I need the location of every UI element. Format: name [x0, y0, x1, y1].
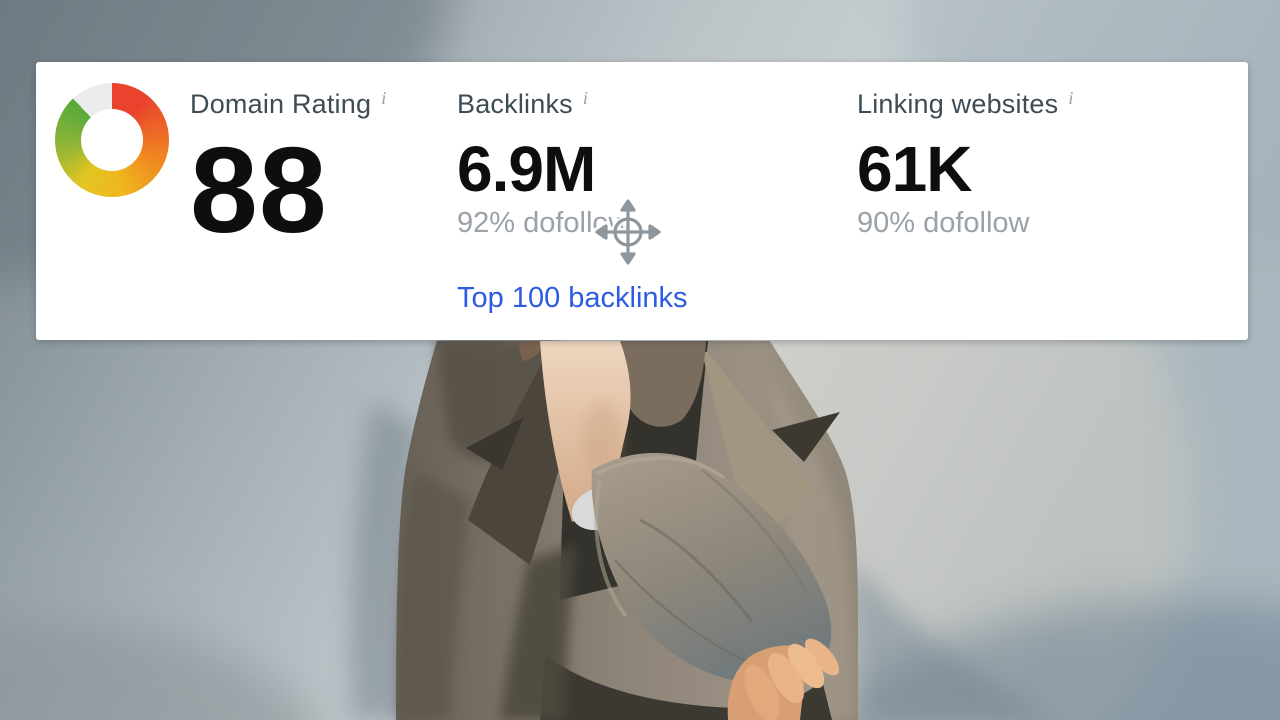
linking-websites-value: 61K [857, 133, 972, 206]
linking-websites-label: Linking websites i [857, 88, 1074, 119]
metrics-card: Domain Rating i 88 Backlinks i 6.9M 92% do… [36, 62, 1248, 340]
info-i-icon[interactable]: i [582, 88, 589, 108]
top-100-backlinks-link[interactable]: Top 100 backlinks [457, 282, 688, 315]
metric-backlinks: Backlinks i 6.9M 92% dofollow Top 100 bac… [457, 62, 688, 316]
chin [518, 341, 544, 361]
backlinks-dofollow: 92% dofollow [457, 207, 630, 240]
linking-websites-dofollow: 90% dofollow [857, 207, 1030, 240]
info-i-icon[interactable]: i [1068, 88, 1074, 108]
domain-rating-gauge [55, 83, 169, 197]
gripping-fingers [727, 638, 840, 720]
right-lapel [702, 352, 816, 540]
backlinks-value: 6.9M [457, 133, 596, 206]
person [396, 341, 858, 720]
sleeve [591, 453, 832, 685]
neck [616, 341, 706, 427]
info-i-icon[interactable]: i [381, 88, 387, 108]
domain-rating-value: 88 [190, 122, 328, 259]
metric-domain-rating: Domain Rating i 88 [190, 62, 386, 251]
metric-linking-websites: Linking websites i 61K 90% dofollow [857, 62, 1074, 241]
crossed-arm-shadow [540, 655, 832, 720]
backlinks-label: Backlinks i [457, 88, 589, 119]
domain-rating-label: Domain Rating i [190, 88, 387, 119]
